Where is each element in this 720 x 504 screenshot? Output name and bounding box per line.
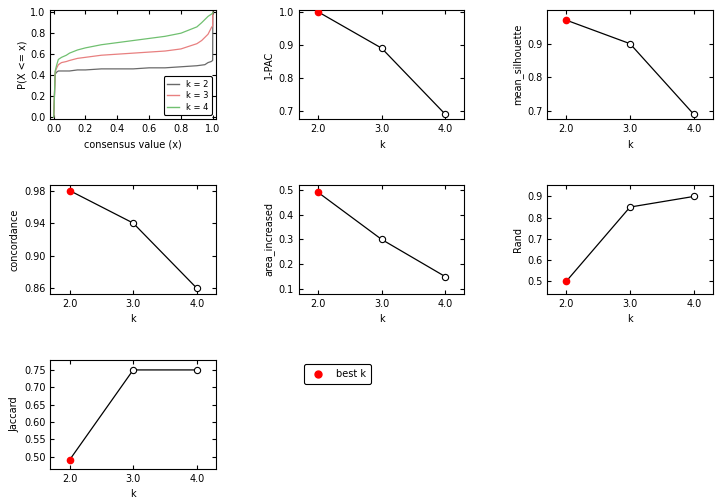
Y-axis label: Rand: Rand: [513, 227, 523, 252]
X-axis label: k: k: [130, 489, 136, 499]
Y-axis label: Jaccard: Jaccard: [10, 396, 19, 432]
X-axis label: k: k: [627, 140, 633, 150]
X-axis label: consensus value (x): consensus value (x): [84, 140, 182, 150]
X-axis label: k: k: [627, 314, 633, 325]
X-axis label: k: k: [379, 314, 384, 325]
Y-axis label: P(X <= x): P(X <= x): [17, 40, 27, 89]
X-axis label: k: k: [130, 314, 136, 325]
X-axis label: k: k: [379, 140, 384, 150]
Legend: best k: best k: [304, 364, 371, 384]
Y-axis label: mean_silhouette: mean_silhouette: [512, 24, 523, 105]
Y-axis label: concordance: concordance: [10, 208, 20, 271]
Legend: k = 2, k = 3, k = 4: k = 2, k = 3, k = 4: [163, 77, 212, 115]
Y-axis label: area_increased: area_increased: [264, 203, 274, 276]
Y-axis label: 1-PAC: 1-PAC: [264, 50, 274, 79]
